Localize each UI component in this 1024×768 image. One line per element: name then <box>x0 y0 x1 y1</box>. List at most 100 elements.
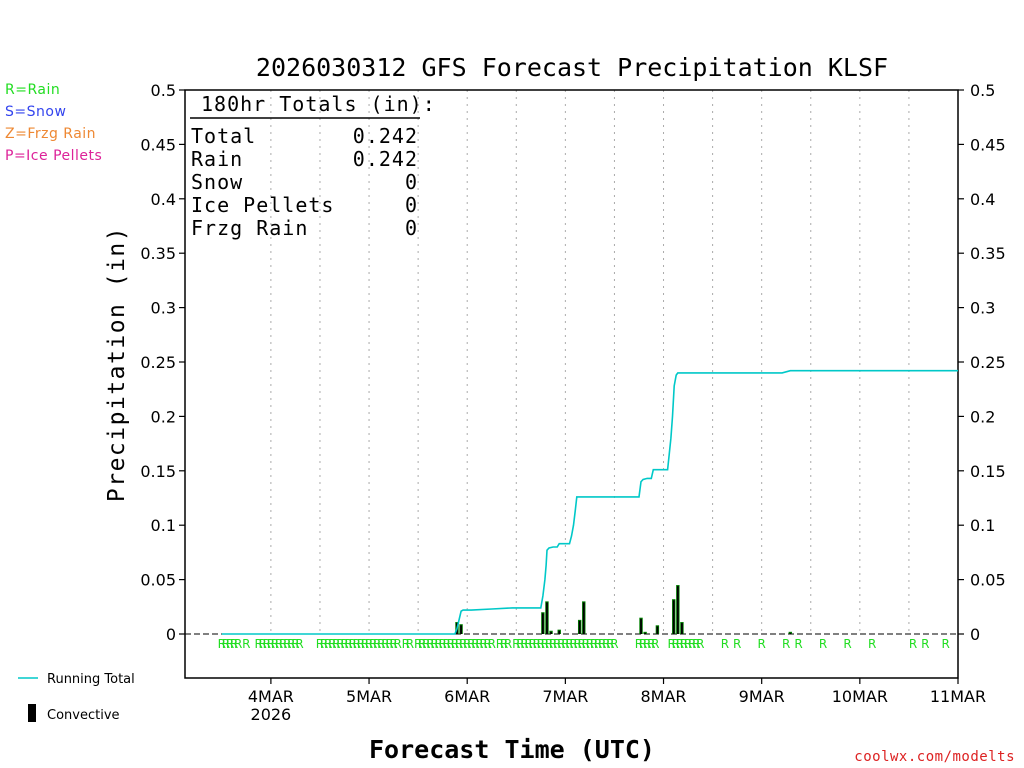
rain-marker: R <box>541 637 549 651</box>
rain-marker: R <box>377 637 385 651</box>
rain-marker: R <box>643 637 651 651</box>
rain-marker: R <box>512 637 520 651</box>
rain-marker: R <box>606 637 614 651</box>
rain-marker: R <box>610 637 618 651</box>
totals-row-value: 0 <box>405 170 418 194</box>
y-tick-label-right: 0 <box>970 625 980 644</box>
rain-marker: R <box>639 637 647 651</box>
rain-marker: R <box>226 637 234 651</box>
rain-marker: R <box>475 637 483 651</box>
y-tick-label-right: 0.5 <box>970 81 995 100</box>
x-tick-label: 9MAR <box>739 687 785 706</box>
y-tick-label-right: 0.45 <box>970 135 1006 154</box>
rain-marker: R <box>553 637 561 651</box>
rain-marker: R <box>668 637 676 651</box>
rain-marker: R <box>467 637 475 651</box>
rain-marker: R <box>537 637 545 651</box>
rain-marker: R <box>602 637 610 651</box>
totals-row-label: Frzg Rain <box>191 216 308 240</box>
rain-marker: R <box>267 637 275 651</box>
precip-convective-bar <box>546 602 548 634</box>
totals-row-value: 0.242 <box>353 124 418 148</box>
rain-marker: R <box>909 637 917 651</box>
rain-marker: R <box>332 637 340 651</box>
rain-marker: R <box>545 637 553 651</box>
rain-marker: R <box>422 637 430 651</box>
rain-marker: R <box>349 637 357 651</box>
convective-legend-label: Convective <box>47 708 120 723</box>
rain-marker: R <box>733 637 741 651</box>
rain-marker: R <box>430 637 438 651</box>
rain-marker: R <box>455 637 463 651</box>
x-tick-label: 8MAR <box>641 687 687 706</box>
rain-marker: R <box>504 637 512 651</box>
rain-marker: R <box>782 637 790 651</box>
rain-marker: R <box>406 637 414 651</box>
rain-marker: R <box>692 637 700 651</box>
rain-marker: R <box>385 637 393 651</box>
y-tick-label-right: 0.05 <box>970 571 1006 590</box>
rain-marker: R <box>394 637 402 651</box>
y-tick-label-left: 0.15 <box>140 462 176 481</box>
rain-marker: R <box>819 637 827 651</box>
rain-marker: R <box>672 637 680 651</box>
rain-marker: R <box>254 637 262 651</box>
convective-legend-swatch <box>28 704 36 722</box>
rain-marker: R <box>451 637 459 651</box>
y-tick-label-right: 0.4 <box>970 190 995 209</box>
rain-marker: R <box>758 637 766 651</box>
rain-marker: R <box>794 637 802 651</box>
totals-row-value: 0 <box>405 216 418 240</box>
rain-marker: R <box>426 637 434 651</box>
rain-marker: R <box>279 637 287 651</box>
rain-marker: R <box>336 637 344 651</box>
x-tick-label: 10MAR <box>832 687 888 706</box>
y-tick-label-left: 0.2 <box>151 407 176 426</box>
x-axis-label: Forecast Time (UTC) <box>369 735 655 764</box>
rain-marker: R <box>271 637 279 651</box>
rain-marker: R <box>344 637 352 651</box>
rain-marker: R <box>418 637 426 651</box>
rain-marker: R <box>283 637 291 651</box>
rain-marker: R <box>696 637 704 651</box>
x-tick-label: 6MAR <box>444 687 490 706</box>
rain-marker: R <box>843 637 851 651</box>
precip-convective-bar <box>656 626 659 634</box>
plot-frame <box>184 89 959 679</box>
rain-marker: R <box>234 637 242 651</box>
x-tick-sublabel: 2026 <box>251 705 292 724</box>
rain-marker: R <box>259 637 267 651</box>
rain-marker: R <box>320 637 328 651</box>
rain-marker: R <box>287 637 295 651</box>
y-tick-label-right: 0.25 <box>970 353 1006 372</box>
y-tick-label-left: 0.3 <box>151 299 176 318</box>
series-legend: Running Total Convective <box>18 672 135 723</box>
rain-marker: R <box>328 637 336 651</box>
rain-marker: R <box>573 637 581 651</box>
precip-convective-bar <box>640 618 642 634</box>
rain-marker: R <box>218 637 226 651</box>
rain-marker: R <box>684 637 692 651</box>
y-tick-label-right: 0.2 <box>970 407 995 426</box>
rain-marker: R <box>414 637 422 651</box>
rain-marker: R <box>479 637 487 651</box>
rain-marker: R <box>496 637 504 651</box>
legend-ice-pellets: P=Ice Pellets <box>5 148 103 164</box>
rain-marker: R <box>463 637 471 651</box>
rain-marker: R <box>676 637 684 651</box>
rain-marker: R <box>569 637 577 651</box>
rain-marker: R <box>565 637 573 651</box>
rain-marker: R <box>418 637 426 651</box>
totals-row-label: Rain <box>191 147 243 171</box>
rain-marker: R <box>524 637 532 651</box>
rain-marker: R <box>680 637 688 651</box>
totals-row-value: 0.242 <box>353 147 418 171</box>
rain-marker: R <box>635 637 643 651</box>
precip-convective-bar <box>550 631 552 634</box>
legend-snow: S=Snow <box>5 104 67 120</box>
totals-header: 180hr Totals (in): <box>201 92 436 116</box>
rain-marker: R <box>389 637 397 651</box>
